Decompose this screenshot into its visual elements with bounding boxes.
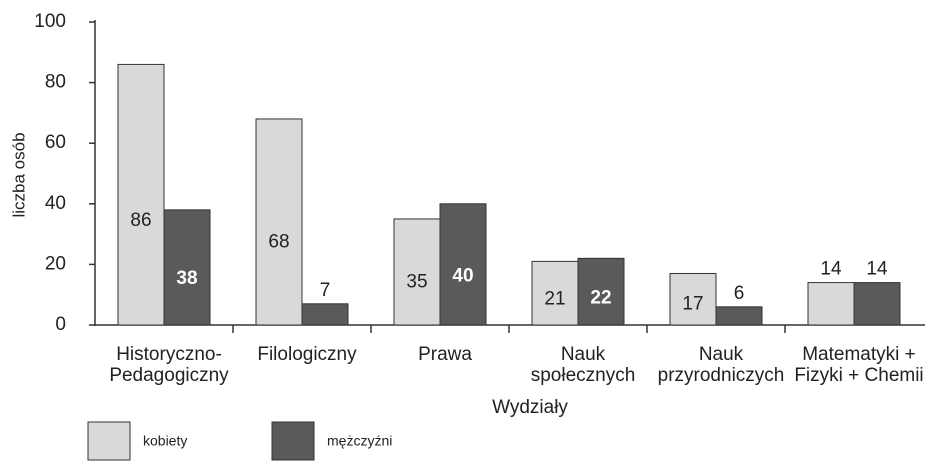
x-tick-label: Matematyki + Fizyki + Chemii — [794, 344, 924, 386]
bar — [577, 257, 625, 326]
x-tick-label: Historyczno- Pedagogiczny — [109, 344, 229, 386]
legend-label: kobiety — [143, 433, 187, 449]
y-tick-label: 40 — [45, 193, 66, 214]
x-tick-label: Nauk społecznych — [530, 344, 636, 386]
data-label: 14 — [866, 259, 888, 280]
bar — [853, 282, 901, 326]
data-label: 17 — [682, 293, 703, 314]
legend-label: mężczyźni — [327, 433, 392, 449]
bar — [301, 303, 349, 326]
y-tick-label: 80 — [45, 72, 66, 93]
bar — [669, 272, 717, 326]
data-label: 86 — [130, 210, 151, 231]
data-label: 38 — [176, 268, 197, 289]
y-axis-title: liczba osób — [9, 132, 28, 217]
data-label: 35 — [406, 272, 427, 293]
data-label: 7 — [320, 280, 331, 301]
y-tick-label: 60 — [45, 132, 66, 153]
x-tick-label: Prawa — [418, 344, 472, 365]
bar — [255, 118, 303, 326]
x-tick-label: Nauk przyrodniczych — [657, 344, 785, 386]
y-tick-label: 100 — [34, 11, 66, 32]
bar — [393, 218, 441, 326]
x-tick-label: Filologiczny — [257, 344, 357, 365]
y-tick-label: 20 — [45, 253, 66, 274]
y-tick-label: 0 — [55, 314, 66, 335]
bar — [807, 282, 855, 326]
data-label: 14 — [820, 259, 842, 280]
legend-swatch — [87, 421, 131, 461]
data-label: 22 — [590, 287, 611, 308]
bar — [117, 63, 165, 326]
data-label: 40 — [452, 266, 473, 287]
bar — [163, 209, 211, 326]
bar — [439, 203, 487, 326]
bar — [715, 306, 763, 326]
data-label: 6 — [734, 283, 745, 304]
x-axis-title: Wydziały — [492, 397, 568, 418]
data-label: 21 — [544, 289, 565, 310]
data-label: 68 — [268, 232, 289, 253]
legend-swatch — [271, 421, 315, 461]
